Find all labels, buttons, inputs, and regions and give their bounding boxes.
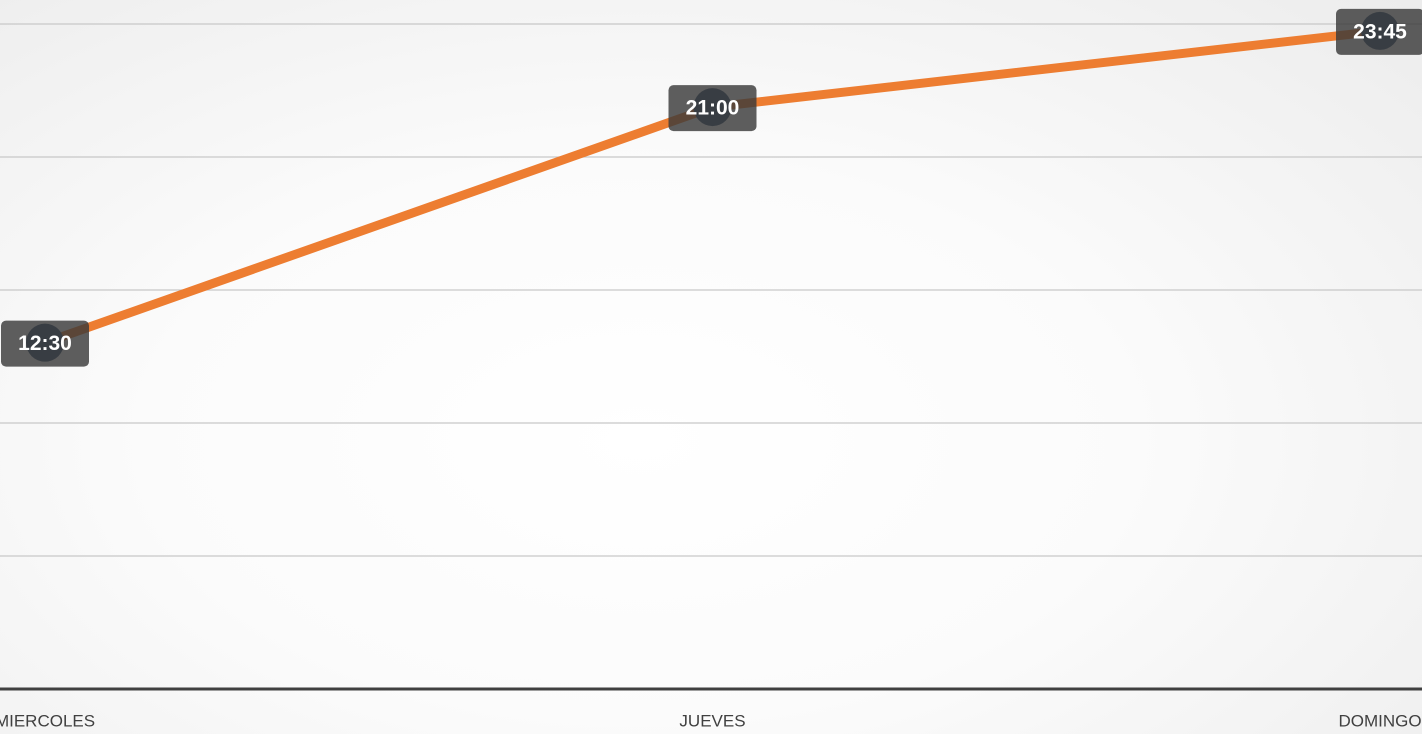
data-label-box xyxy=(1,320,89,367)
data-label: 12:30 xyxy=(18,332,72,355)
data-label-box xyxy=(1336,8,1422,55)
line xyxy=(43,26,1381,347)
x-tick-label: MIERCOLES xyxy=(0,711,95,730)
x-tick-label: JUEVES xyxy=(679,711,745,730)
data-label-box xyxy=(668,85,757,132)
data-label: 23:45 xyxy=(1353,20,1407,43)
x-tick-label: DOMINGO xyxy=(1338,711,1421,730)
data-label: 21:00 xyxy=(686,97,740,120)
